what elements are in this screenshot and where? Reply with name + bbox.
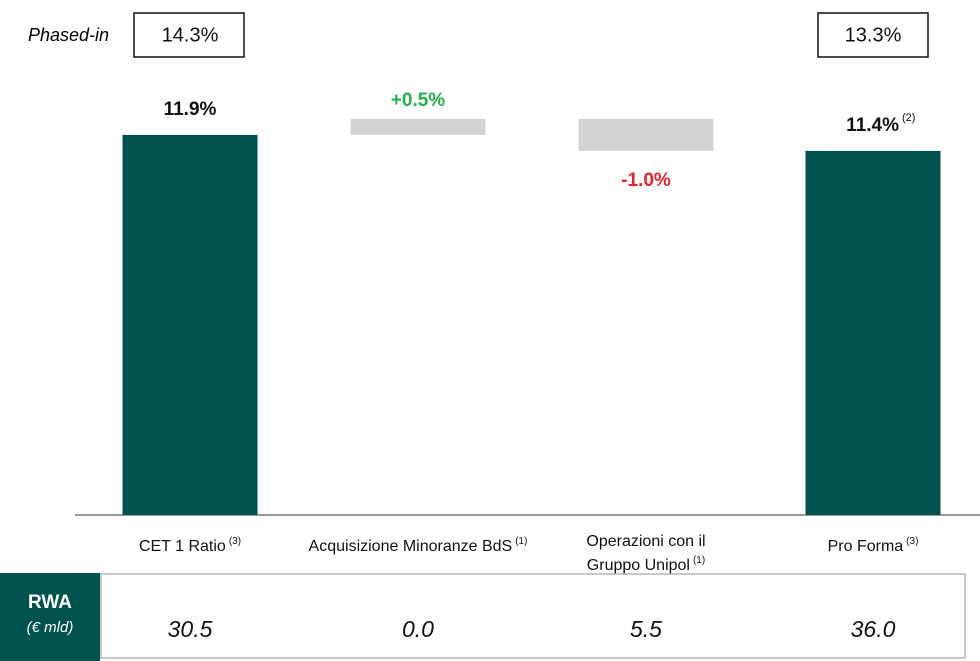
category-note: (1) [692, 555, 706, 566]
value-label: -1.0% [621, 170, 671, 191]
rwa-title: RWA [28, 592, 72, 613]
category-note: (3) [228, 536, 242, 547]
value-label: 11.9% [164, 99, 217, 120]
phased-in-label: Phased-in [28, 25, 109, 45]
bar [805, 150, 941, 515]
bar [122, 134, 258, 515]
rwa-value: 5.5 [630, 616, 662, 642]
bar [578, 119, 714, 151]
category-text: Acquisizione Minoranze BdS [308, 538, 513, 555]
rwa-value: 36.0 [851, 616, 896, 642]
x-tick-label: Pro Forma (3) [773, 532, 973, 556]
phased-in-value: 14.3% [162, 24, 219, 46]
category-text: CET 1 Ratio [138, 538, 226, 555]
value-label: +0.5% [391, 90, 446, 111]
rwa-header [0, 573, 100, 661]
category-note: (3) [906, 536, 919, 547]
phased-in-value: 13.3% [845, 24, 902, 46]
rwa-box [100, 573, 966, 659]
phased-in-box [817, 12, 929, 58]
x-tick-label: CET 1 Ratio (3) [90, 532, 290, 556]
category-text: Operazioni con il Gruppo Unipol [586, 533, 706, 574]
rwa-unit: (€ mld) [27, 619, 74, 636]
rwa-value: 0.0 [402, 616, 434, 642]
phased-in-box [133, 12, 245, 58]
x-tick-label: Operazioni con il Gruppo Unipol (1) [571, 532, 721, 575]
rwa-value: 30.5 [168, 616, 213, 642]
value-label-note: (2) [902, 112, 915, 124]
value-label: 11.4% [846, 115, 899, 136]
bar [350, 119, 486, 135]
category-note: (1) [515, 536, 528, 547]
category-text: Pro Forma [827, 538, 904, 555]
x-tick-label: Acquisizione Minoranze BdS (1) [298, 532, 538, 556]
